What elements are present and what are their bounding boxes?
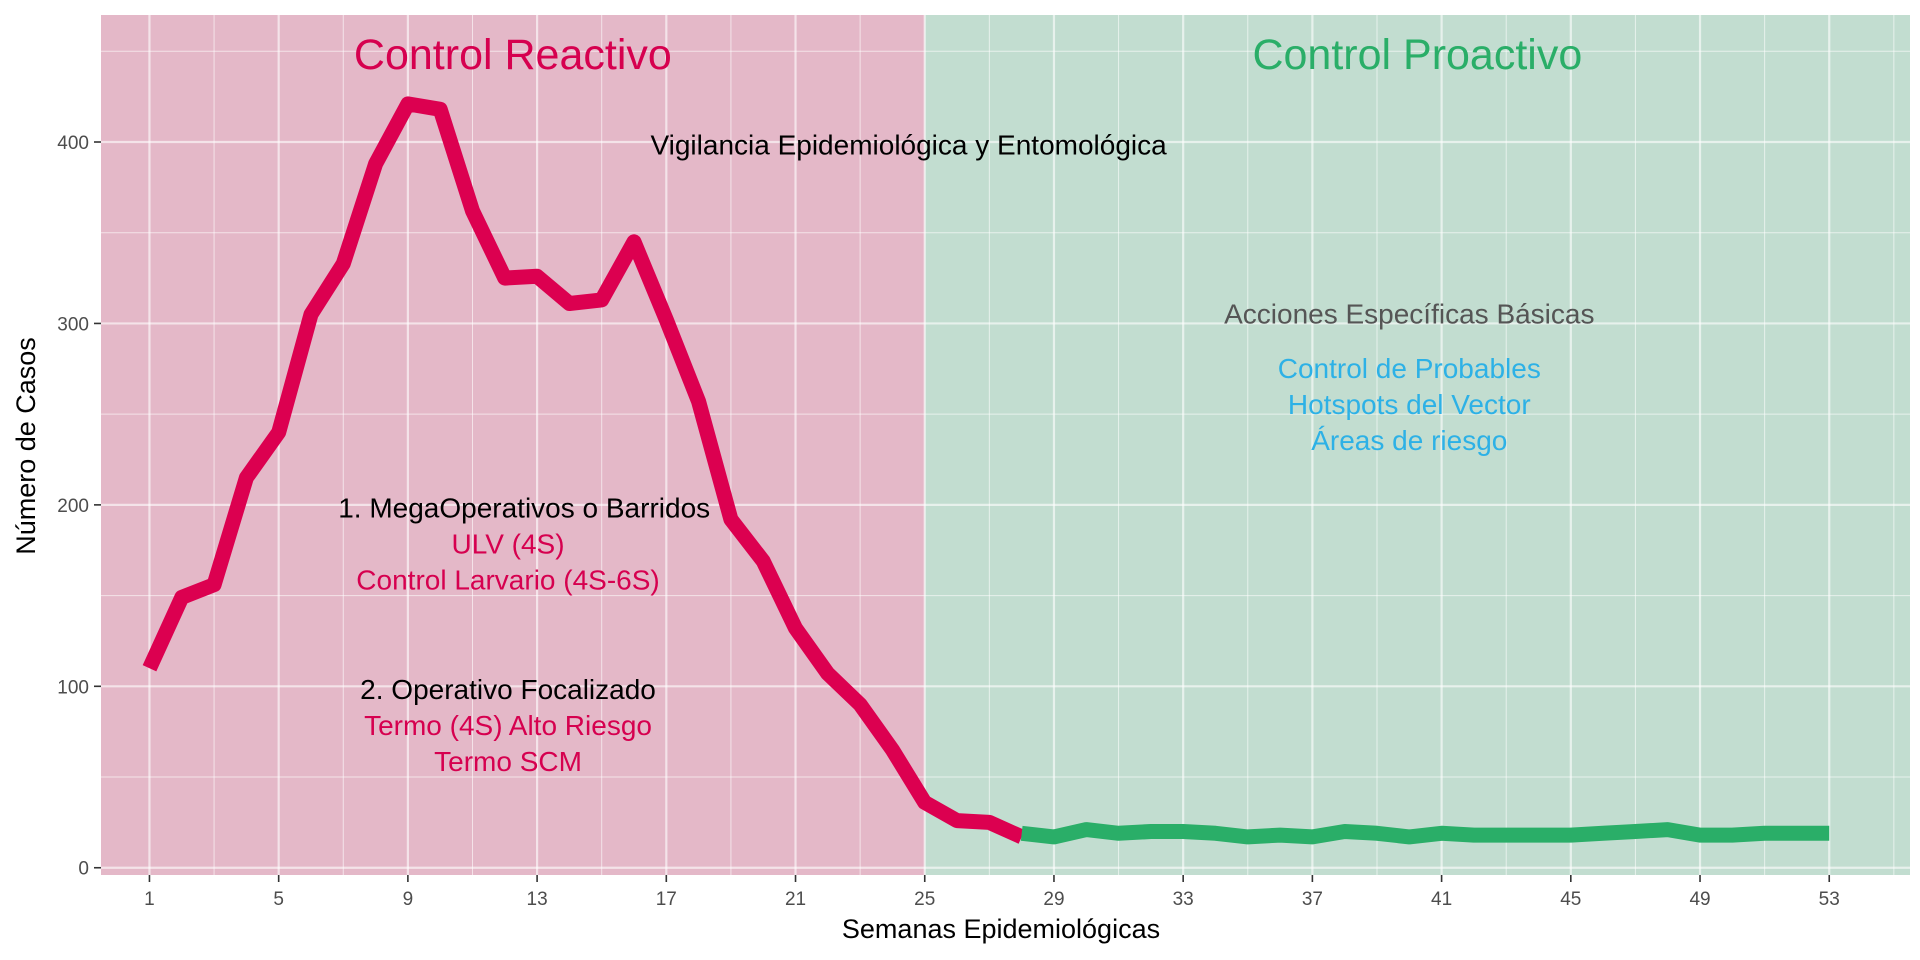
annotation-megaoperativos-line-1: ULV (4S) bbox=[451, 529, 564, 560]
region-0-title: Control Reactivo bbox=[354, 31, 672, 79]
y-tick-label: 0 bbox=[78, 859, 89, 880]
x-tick-label: 29 bbox=[1043, 889, 1064, 910]
x-tick-label: 25 bbox=[914, 889, 935, 910]
x-tick-label: 21 bbox=[785, 889, 806, 910]
annotation-hotspots-line-1: Hotspots del Vector bbox=[1288, 389, 1531, 420]
y-tick-label: 100 bbox=[57, 677, 89, 698]
annotation-focalizado-line-0: 2. Operativo Focalizado bbox=[360, 674, 656, 705]
axes: 1 5 9 13 17 21 25 29 33 37 41 45 49 53 0 100 200 300 400 bbox=[57, 133, 1840, 910]
series-0-line bbox=[142, 96, 1025, 844]
annotation-acciones-line-0: Acciones Específicas Básicas bbox=[1224, 298, 1594, 329]
region-1-background bbox=[924, 15, 1910, 875]
region-0-background bbox=[101, 15, 925, 875]
x-tick-label: 49 bbox=[1689, 889, 1710, 910]
annotation-hotspots-line-0: Control de Probables bbox=[1278, 353, 1541, 384]
x-tick-label: 53 bbox=[1819, 889, 1840, 910]
x-tick-label: 5 bbox=[273, 889, 284, 910]
grid-lines bbox=[84, 15, 1910, 875]
annotation-focalizado-line-2: Termo SCM bbox=[434, 746, 582, 777]
x-tick-label: 1 bbox=[144, 889, 155, 910]
x-tick-label: 33 bbox=[1173, 889, 1194, 910]
x-tick-label: 17 bbox=[656, 889, 677, 910]
annotations: Vigilancia Epidemiológica y Entomológica… bbox=[338, 130, 1594, 777]
region-1-title: Control Proactivo bbox=[1252, 31, 1582, 79]
y-tick-label: 400 bbox=[57, 133, 89, 154]
x-tick-label: 13 bbox=[527, 889, 548, 910]
annotation-vigilancia-line-0: Vigilancia Epidemiológica y Entomológica bbox=[650, 130, 1167, 161]
y-tick-label: 300 bbox=[57, 314, 89, 335]
x-tick-label: 37 bbox=[1302, 889, 1323, 910]
y-tick-label: 200 bbox=[57, 496, 89, 517]
annotation-megaoperativos-line-0: 1. MegaOperativos o Barridos bbox=[338, 493, 710, 524]
annotation-hotspots-line-2: Áreas de riesgo bbox=[1311, 425, 1507, 456]
y-axis-title: Número de Casos bbox=[11, 337, 41, 555]
x-tick-label: 45 bbox=[1560, 889, 1581, 910]
annotation-focalizado-line-1: Termo (4S) Alto Riesgo bbox=[364, 710, 652, 741]
region-titles: Control Reactivo Control Proactivo bbox=[354, 31, 1582, 79]
control-regions bbox=[101, 15, 1910, 875]
series-1-line bbox=[1020, 822, 1830, 845]
case-series bbox=[142, 96, 1830, 845]
x-axis-title: Semanas Epidemiológicas bbox=[842, 914, 1160, 944]
x-tick-label: 41 bbox=[1431, 889, 1452, 910]
x-tick-label: 9 bbox=[403, 889, 414, 910]
annotation-megaoperativos-line-2: Control Larvario (4S-6S) bbox=[356, 565, 659, 596]
